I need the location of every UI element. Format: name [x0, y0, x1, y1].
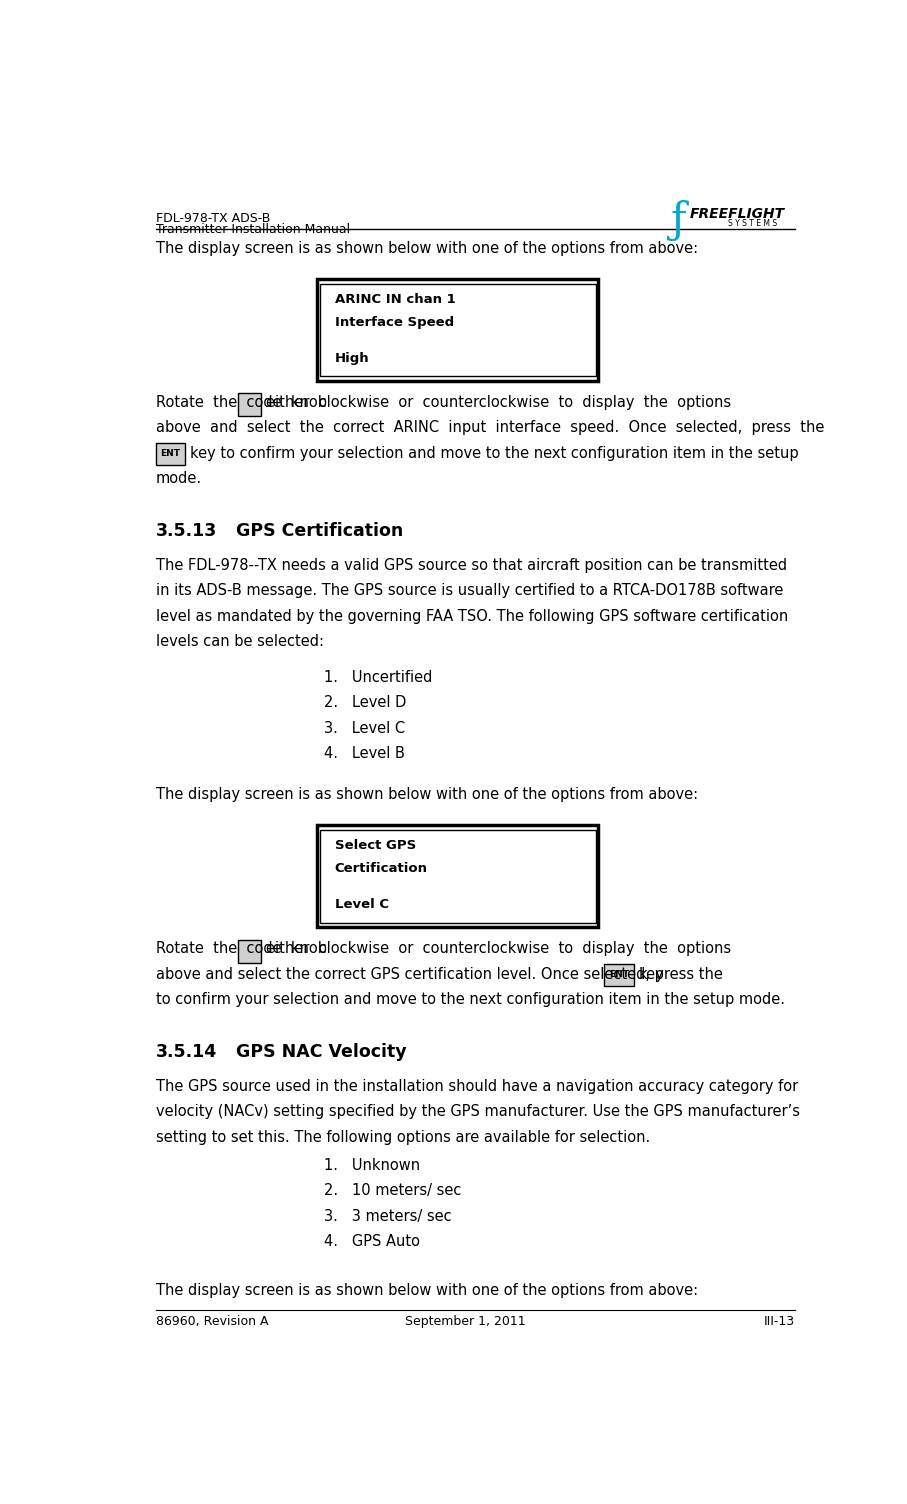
Text: either  clockwise  or  counterclockwise  to  display  the  options: either clockwise or counterclockwise to …	[266, 942, 731, 957]
Text: ENT: ENT	[609, 970, 629, 979]
FancyBboxPatch shape	[317, 826, 599, 926]
FancyBboxPatch shape	[156, 442, 185, 465]
Text: ƒ: ƒ	[671, 200, 687, 242]
Text: velocity (NACv) setting specified by the GPS manufacturer. Use the GPS manufactu: velocity (NACv) setting specified by the…	[156, 1104, 800, 1119]
Text: 2.   Level D: 2. Level D	[325, 695, 406, 710]
Text: in its ADS-B message. The GPS source is usually certified to a RTCA-DO178B softw: in its ADS-B message. The GPS source is …	[156, 584, 783, 599]
Text: levels can be selected:: levels can be selected:	[156, 635, 324, 650]
FancyBboxPatch shape	[320, 830, 596, 922]
FancyBboxPatch shape	[317, 278, 599, 381]
Text: 3.5.13: 3.5.13	[156, 522, 217, 540]
Text: above  and  select  the  correct  ARINC  input  interface  speed.  Once  selecte: above and select the correct ARINC input…	[156, 420, 824, 435]
Text: The display screen is as shown below with one of the options from above:: The display screen is as shown below wit…	[156, 241, 697, 256]
Text: 2.   10 meters/ sec: 2. 10 meters/ sec	[325, 1184, 462, 1199]
Text: Rotate  the  code  knob: Rotate the code knob	[156, 394, 327, 409]
Text: GPS Certification: GPS Certification	[237, 522, 404, 540]
Text: 86960, Revision A: 86960, Revision A	[156, 1316, 268, 1328]
Text: above and select the correct GPS certification level. Once selected, press the: above and select the correct GPS certifi…	[156, 967, 723, 982]
Text: key to confirm your selection and move to the next configuration item in the set: key to confirm your selection and move t…	[190, 445, 799, 460]
Text: Select GPS: Select GPS	[335, 839, 416, 853]
Text: either  clockwise  or  counterclockwise  to  display  the  options: either clockwise or counterclockwise to …	[266, 394, 731, 409]
Text: level as mandated by the governing FAA TSO. The following GPS software certifica: level as mandated by the governing FAA T…	[156, 609, 788, 624]
Text: High: High	[335, 352, 369, 365]
Text: 3.   3 meters/ sec: 3. 3 meters/ sec	[325, 1209, 452, 1224]
Text: GPS NAC Velocity: GPS NAC Velocity	[237, 1042, 407, 1060]
Text: September 1, 2011: September 1, 2011	[405, 1316, 525, 1328]
Text: Level C: Level C	[335, 898, 389, 911]
Text: FDL-978-TX ADS-B: FDL-978-TX ADS-B	[156, 212, 270, 224]
Text: 3.5.14: 3.5.14	[156, 1042, 217, 1060]
Text: 4.   GPS Auto: 4. GPS Auto	[325, 1235, 420, 1250]
Text: mode.: mode.	[156, 471, 201, 486]
Text: to confirm your selection and move to the next configuration item in the setup m: to confirm your selection and move to th…	[156, 993, 785, 1008]
FancyBboxPatch shape	[320, 284, 596, 376]
Text: FREEFLIGHT: FREEFLIGHT	[690, 208, 785, 221]
Text: Interface Speed: Interface Speed	[335, 316, 454, 329]
Text: Certification: Certification	[335, 862, 428, 875]
Text: Transmitter Installation Manual: Transmitter Installation Manual	[156, 223, 350, 236]
Text: 1.   Unknown: 1. Unknown	[325, 1158, 420, 1173]
Text: ARINC IN chan 1: ARINC IN chan 1	[335, 293, 455, 305]
FancyBboxPatch shape	[604, 964, 634, 985]
Text: S Y S T E M S: S Y S T E M S	[728, 218, 777, 227]
Text: 3.   Level C: 3. Level C	[325, 720, 405, 735]
FancyBboxPatch shape	[239, 393, 261, 417]
Text: Rotate  the  code  knob: Rotate the code knob	[156, 942, 327, 957]
Text: setting to set this. The following options are available for selection.: setting to set this. The following optio…	[156, 1130, 649, 1145]
Text: 1.   Uncertified: 1. Uncertified	[325, 669, 433, 684]
Text: The display screen is as shown below with one of the options from above:: The display screen is as shown below wit…	[156, 1283, 697, 1298]
Text: 4.   Level B: 4. Level B	[325, 746, 405, 761]
Text: key: key	[639, 967, 664, 982]
FancyBboxPatch shape	[239, 940, 261, 963]
Text: III-13: III-13	[764, 1316, 795, 1328]
Text: ENT: ENT	[161, 450, 180, 459]
Text: The display screen is as shown below with one of the options from above:: The display screen is as shown below wit…	[156, 787, 697, 802]
Text: The FDL-978--TX needs a valid GPS source so that aircraft position can be transm: The FDL-978--TX needs a valid GPS source…	[156, 558, 786, 573]
Text: The GPS source used in the installation should have a navigation accuracy catego: The GPS source used in the installation …	[156, 1078, 798, 1093]
